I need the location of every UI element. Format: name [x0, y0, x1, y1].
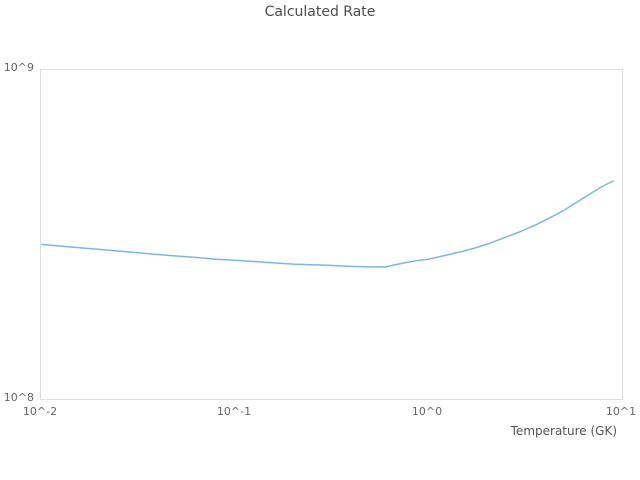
chart-title: Calculated Rate [264, 4, 376, 20]
x-axis-title: Temperature (GK) [510, 424, 617, 438]
x-axis-tick-1e0: 10^0 [411, 405, 443, 418]
x-axis-tick-1e1: 10^1 [605, 405, 637, 418]
rate-curve [41, 180, 614, 268]
x-axis-tick-1e-2: 10^-2 [22, 405, 58, 418]
y-axis-tick-1e9: 10^9 [3, 61, 34, 74]
y-axis-tick-1e8: 10^8 [3, 391, 34, 404]
plot-canvas [41, 180, 614, 268]
x-axis-tick-1e-1: 10^-1 [216, 405, 252, 418]
plot-area [40, 69, 623, 400]
